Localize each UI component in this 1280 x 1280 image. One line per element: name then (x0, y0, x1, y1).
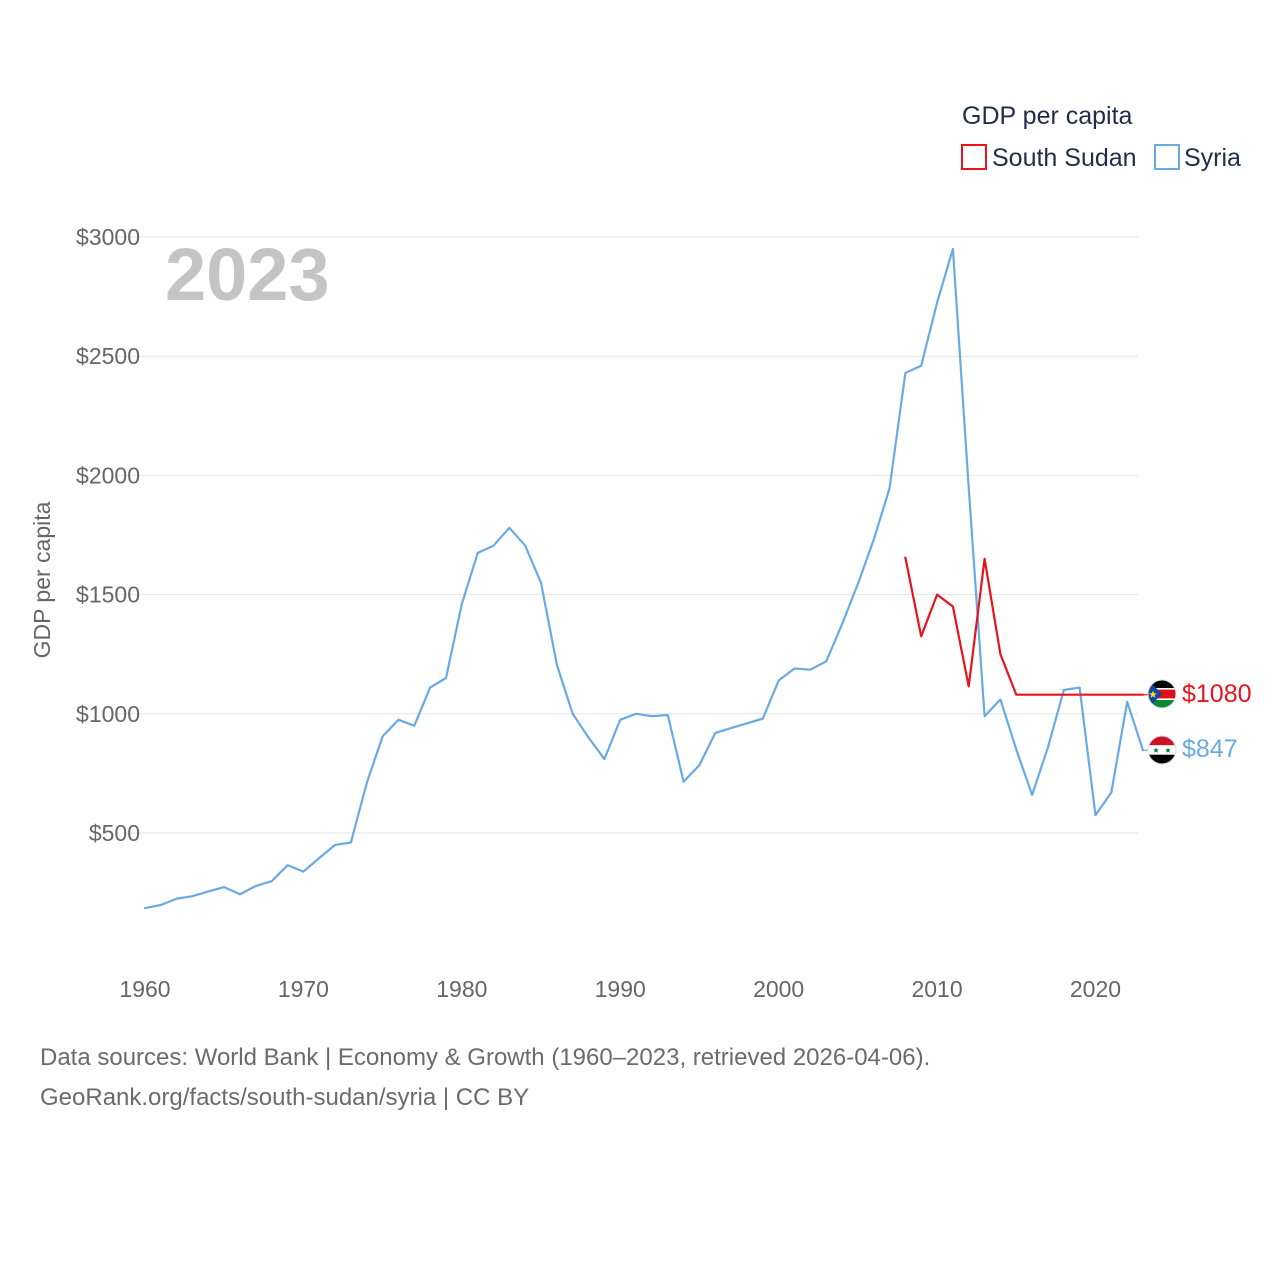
y-axis-title: GDP per capita (29, 501, 55, 658)
series-layer (143, 247, 1148, 910)
series-line-syria[interactable] (143, 247, 1145, 910)
x-tick-label: 2020 (1070, 976, 1121, 1002)
source-line-2: GeoRank.org/facts/south-sudan/syria | CC… (40, 1084, 530, 1111)
end-labels: $1080 $847 (1182, 680, 1252, 763)
y-tick-label: $500 (89, 820, 140, 846)
grid-layer (115, 236, 1138, 834)
x-tick-label: 1970 (278, 976, 329, 1002)
x-tick-label: 2000 (753, 976, 804, 1002)
year-watermark: 2023 (165, 233, 330, 316)
y-tick-label: $1500 (76, 582, 140, 608)
y-tick-label: $1000 (76, 701, 140, 727)
y-axis: $500 $1000 $1500 $2000 $2500 $3000 (76, 224, 140, 846)
legend-item-south-sudan[interactable]: South Sudan (961, 144, 1137, 172)
x-tick-label: 1960 (119, 976, 170, 1002)
y-tick-label: $3000 (76, 224, 140, 250)
south-sudan-flag-icon (1148, 680, 1176, 708)
legend-label-south-sudan: South Sudan (992, 144, 1137, 172)
legend-item-syria[interactable]: Syria (1154, 144, 1241, 172)
series-line-south-sudan[interactable] (904, 556, 1145, 696)
legend-swatch-south-sudan (961, 144, 987, 170)
end-value-label-syria: $847 (1182, 735, 1238, 763)
syria-flag-icon (1148, 736, 1176, 764)
legend: GDP per capita South Sudan Syria (961, 102, 1241, 172)
x-axis: 1960 1970 1980 1990 2000 2010 2020 (119, 976, 1121, 1002)
legend-title: GDP per capita (962, 102, 1133, 130)
x-tick-label: 2010 (911, 976, 962, 1002)
x-tick-label: 1980 (436, 976, 487, 1002)
legend-swatch-syria (1154, 144, 1180, 170)
y-tick-label: $2500 (76, 343, 140, 369)
x-tick-label: 1990 (595, 976, 646, 1002)
legend-label-syria: Syria (1184, 144, 1241, 172)
source-line-1: Data sources: World Bank | Economy & Gro… (40, 1044, 931, 1071)
y-tick-label: $2000 (76, 462, 140, 488)
end-value-label-south-sudan: $1080 (1182, 680, 1252, 708)
